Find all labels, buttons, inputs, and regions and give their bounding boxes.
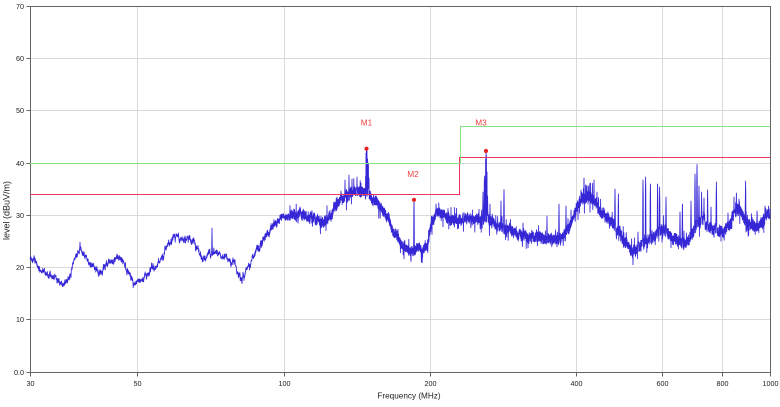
svg-text:600: 600 <box>657 379 669 388</box>
svg-text:50: 50 <box>16 106 24 115</box>
svg-text:40: 40 <box>16 159 24 168</box>
svg-text:M2: M2 <box>407 169 419 179</box>
svg-text:60: 60 <box>16 54 24 63</box>
svg-text:M1: M1 <box>361 118 373 128</box>
svg-text:70: 70 <box>16 2 24 11</box>
svg-text:100: 100 <box>279 379 291 388</box>
svg-text:20: 20 <box>16 263 24 272</box>
svg-text:1000: 1000 <box>763 379 779 388</box>
svg-text:30: 30 <box>27 379 35 388</box>
svg-text:level (dBuV/m): level (dBuV/m) <box>2 181 12 240</box>
svg-text:0.0: 0.0 <box>14 368 24 377</box>
svg-text:M3: M3 <box>475 118 487 128</box>
svg-text:30: 30 <box>16 211 24 220</box>
svg-text:800: 800 <box>717 379 729 388</box>
svg-text:400: 400 <box>571 379 583 388</box>
svg-text:Frequency (MHz): Frequency (MHz) <box>377 392 441 401</box>
svg-text:10: 10 <box>16 315 24 324</box>
svg-text:50: 50 <box>134 379 142 388</box>
svg-text:200: 200 <box>425 379 437 388</box>
